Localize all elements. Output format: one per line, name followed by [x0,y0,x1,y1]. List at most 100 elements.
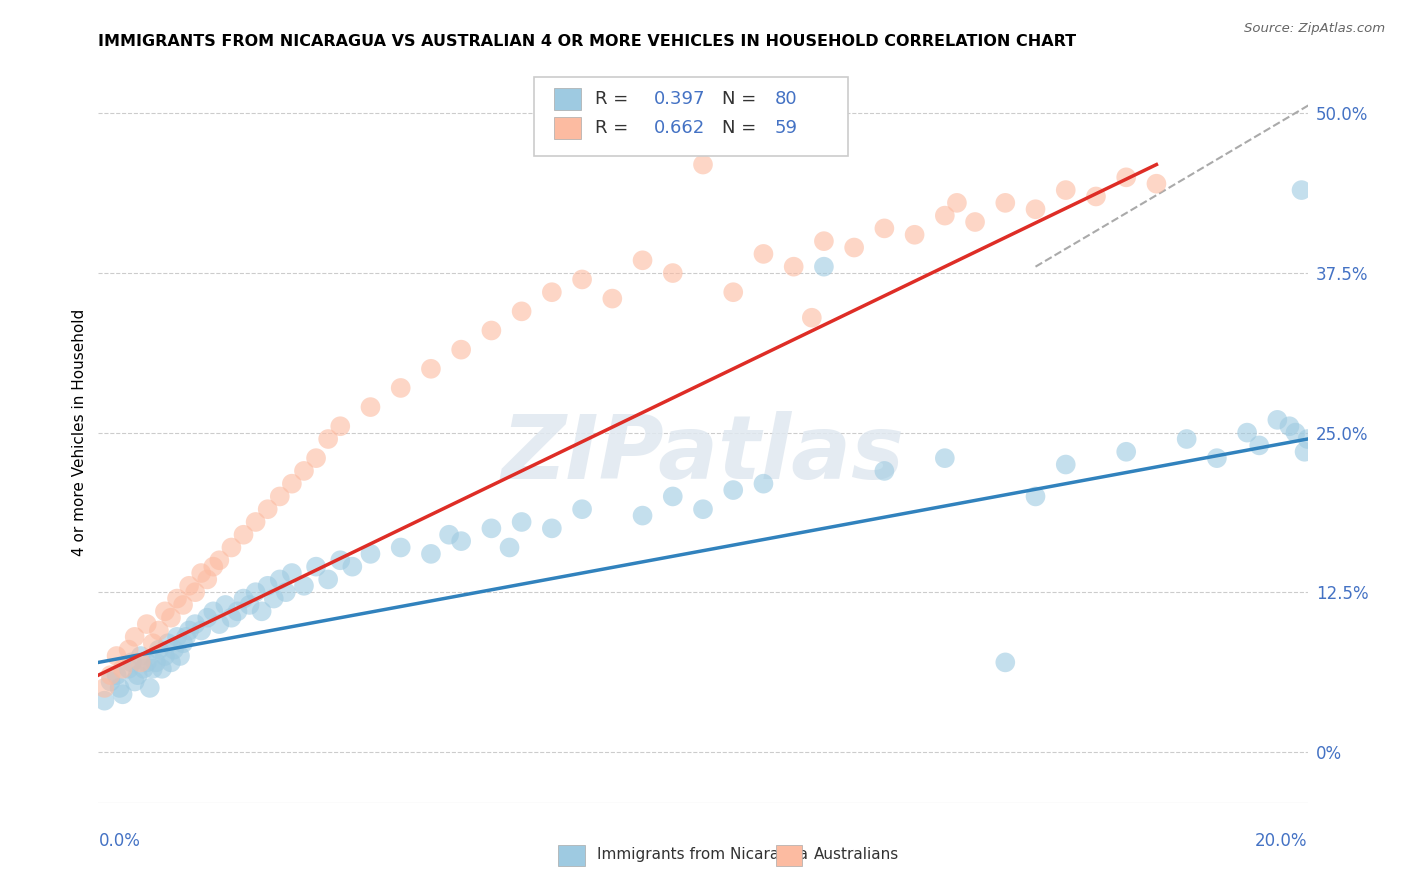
Point [1054,458,1077,472]
Point [281,566,304,580]
Point [752,476,775,491]
Point [256,502,278,516]
Point [510,515,533,529]
Point [202,559,225,574]
Point [873,464,896,478]
Point [360,400,382,414]
Point [121,656,143,670]
Point [292,464,315,478]
FancyBboxPatch shape [554,117,581,139]
Point [124,674,146,689]
Point [153,648,176,663]
Point [873,221,896,235]
Point [232,527,254,541]
Text: 80: 80 [775,90,797,108]
Point [904,227,927,242]
Point [934,451,956,466]
Point [723,285,745,300]
Point [329,419,352,434]
Point [190,566,212,580]
Point [783,260,806,274]
Text: 0.0%: 0.0% [98,832,141,850]
Point [342,559,364,574]
Point [226,604,249,618]
Point [1024,490,1046,504]
Point [105,668,128,682]
Point [214,598,236,612]
Point [946,195,969,210]
Point [800,310,823,325]
Point [292,579,315,593]
Point [305,451,328,466]
Point [153,604,176,618]
Point [1267,413,1289,427]
Point [129,656,152,670]
Text: N =: N = [723,120,762,137]
Point [1175,432,1198,446]
Point [142,636,165,650]
Point [316,573,339,587]
Point [111,662,134,676]
Point [661,490,683,504]
Point [752,247,775,261]
Point [100,668,122,682]
Point [540,521,562,535]
Point [1115,170,1137,185]
Point [1024,202,1046,217]
Point [1249,438,1271,452]
Point [269,573,291,587]
Text: Australians: Australians [814,847,900,863]
Point [160,656,183,670]
Point [723,483,745,497]
Text: R =: R = [595,90,634,108]
Point [420,361,443,376]
Point [994,195,1017,210]
Point [108,681,131,695]
Point [692,502,714,516]
Point [256,579,278,593]
Point [450,534,472,549]
Point [160,611,183,625]
Point [510,304,533,318]
Point [139,681,162,695]
Point [1278,419,1301,434]
Text: R =: R = [595,120,634,137]
Point [269,490,291,504]
Point [174,630,197,644]
Point [245,585,267,599]
FancyBboxPatch shape [554,87,581,110]
Point [232,591,254,606]
Point [994,656,1017,670]
Point [135,656,157,670]
Point [148,624,170,638]
Point [148,642,170,657]
Point [1206,451,1229,466]
Point [129,648,152,663]
Point [420,547,443,561]
Y-axis label: 4 or more Vehicles in Household: 4 or more Vehicles in Household [72,309,87,557]
Point [1284,425,1306,440]
Point [202,604,225,618]
Point [631,253,654,268]
Point [1115,444,1137,458]
Point [813,260,835,274]
Point [100,674,122,689]
Point [135,617,157,632]
Point [965,215,987,229]
Point [169,648,191,663]
Point [934,209,956,223]
Text: N =: N = [723,90,762,108]
Point [111,687,134,701]
Point [316,432,339,446]
Point [305,559,328,574]
Point [208,553,231,567]
Point [360,547,382,561]
Point [145,656,167,670]
FancyBboxPatch shape [558,845,585,866]
Text: 0.397: 0.397 [654,90,704,108]
Point [571,502,593,516]
Point [661,266,683,280]
Point [93,694,115,708]
Point [329,553,352,567]
Text: ZIPatlas: ZIPatlas [502,411,904,499]
